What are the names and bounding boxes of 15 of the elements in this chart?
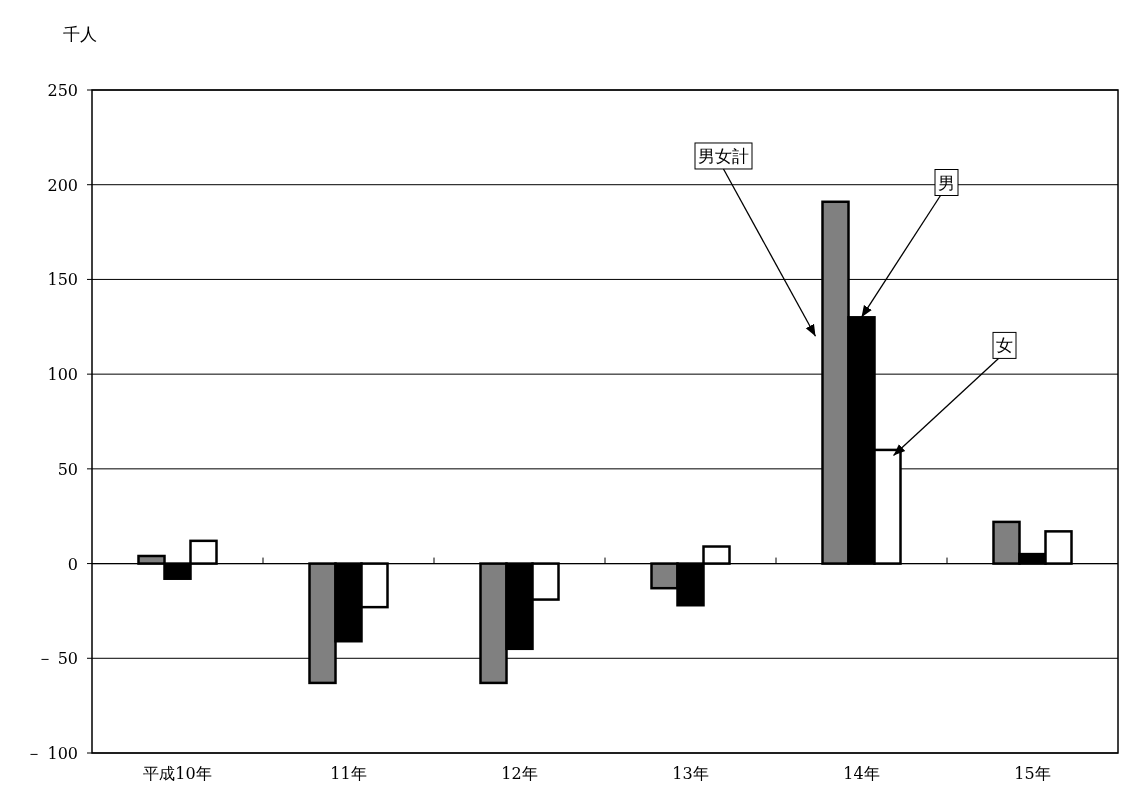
x-tick-label: 11年 xyxy=(330,764,367,783)
y-tick-label: 200 xyxy=(47,175,78,195)
y-tick-label: － 100 xyxy=(26,744,78,763)
x-tick-label: 14年 xyxy=(843,764,880,783)
x-tick-label: 13年 xyxy=(672,764,709,783)
x-tick-label: 平成10年 xyxy=(143,764,212,783)
x-tick-label: 15年 xyxy=(1014,764,1051,783)
y-tick-label: 100 xyxy=(47,365,78,385)
y-tick-label: 0 xyxy=(67,554,78,574)
y-tick-label: 250 xyxy=(47,81,78,100)
y-tick-label: 50 xyxy=(57,459,78,479)
y-axis-title: 千人 xyxy=(63,24,97,44)
y-tick-label: － 50 xyxy=(36,649,78,669)
y-tick-label: 150 xyxy=(47,270,78,290)
x-tick-label: 12年 xyxy=(501,764,538,783)
